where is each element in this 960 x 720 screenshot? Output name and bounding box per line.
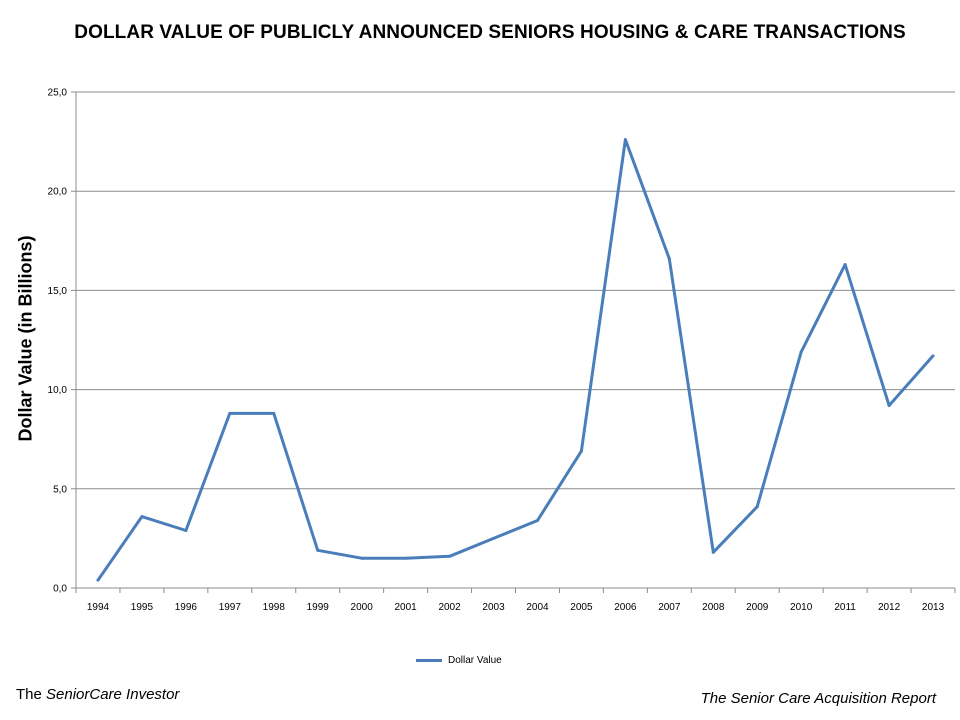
data-point — [404, 556, 408, 560]
axes — [71, 91, 956, 593]
data-point — [272, 411, 276, 415]
footer-left-publication: SeniorCare Investor — [46, 686, 180, 703]
series-lines — [96, 138, 935, 582]
data-point — [667, 257, 671, 261]
data-point — [843, 263, 847, 267]
x-tick-label: 2001 — [395, 602, 418, 613]
legend: Dollar Value — [416, 655, 502, 666]
data-point — [711, 550, 715, 554]
x-tick-label: 2009 — [746, 602, 769, 613]
data-point — [184, 528, 188, 532]
data-point — [316, 548, 320, 552]
x-tick-label: 2011 — [834, 602, 856, 613]
data-point — [579, 449, 583, 453]
legend-label-dollar-value: Dollar Value — [448, 655, 502, 666]
x-tick-label: 2010 — [790, 602, 813, 613]
data-point — [448, 554, 452, 558]
data-point — [140, 515, 144, 519]
y-tick-label: 0,0 — [53, 584, 67, 595]
y-tick-label: 25,0 — [48, 88, 68, 99]
footer-left-prefix: The — [16, 686, 47, 703]
x-tick-label: 1995 — [131, 602, 154, 613]
x-tick-label: 2013 — [922, 602, 945, 613]
x-tick-label: 2007 — [658, 602, 681, 613]
x-tick-label: 1996 — [175, 602, 198, 613]
x-tick-label: 2012 — [878, 602, 901, 613]
x-tick-labels: 1994 1995 1996 1997 1998 1999 2000 2001 2002 2003… — [87, 602, 945, 613]
data-point — [228, 411, 232, 415]
data-point — [755, 505, 759, 509]
footer-source-left: The SeniorCare Investor — [16, 686, 179, 703]
x-tick-label: 2006 — [614, 602, 637, 613]
x-tick-label: 2003 — [482, 602, 505, 613]
y-tick-labels: 0,0 5,0 10,0 15,0 20,0 25,0 — [48, 88, 68, 595]
data-point — [931, 354, 935, 358]
series-line-dollar-value — [96, 138, 935, 581]
data-point — [96, 578, 100, 582]
data-point — [887, 403, 891, 407]
footer-source-right: The Senior Care Acquisition Report — [700, 690, 936, 707]
data-point — [492, 536, 496, 540]
chart-title: DOLLAR VALUE OF PUBLICLY ANNOUNCED SENIO… — [74, 22, 906, 43]
x-tick-label: 2005 — [570, 602, 593, 613]
x-tick-label: 1999 — [307, 602, 330, 613]
y-tick-label: 20,0 — [48, 187, 68, 198]
data-point — [535, 519, 539, 523]
x-tick-label: 1998 — [263, 602, 286, 613]
x-tick-label: 1997 — [219, 602, 242, 613]
y-tick-label: 5,0 — [53, 484, 67, 495]
x-tick-label: 2002 — [438, 602, 461, 613]
x-tick-label: 1994 — [87, 602, 110, 613]
y-tick-label: 15,0 — [48, 286, 68, 297]
x-tick-label: 2000 — [351, 602, 374, 613]
y-tick-label: 10,0 — [48, 385, 68, 396]
data-point — [360, 556, 364, 560]
data-point — [623, 138, 627, 142]
gridlines — [76, 91, 955, 490]
x-tick-label: 2004 — [526, 602, 549, 613]
legend-swatch-dollar-value — [416, 659, 442, 662]
x-tick-label: 2008 — [702, 602, 725, 613]
data-point — [799, 350, 803, 354]
